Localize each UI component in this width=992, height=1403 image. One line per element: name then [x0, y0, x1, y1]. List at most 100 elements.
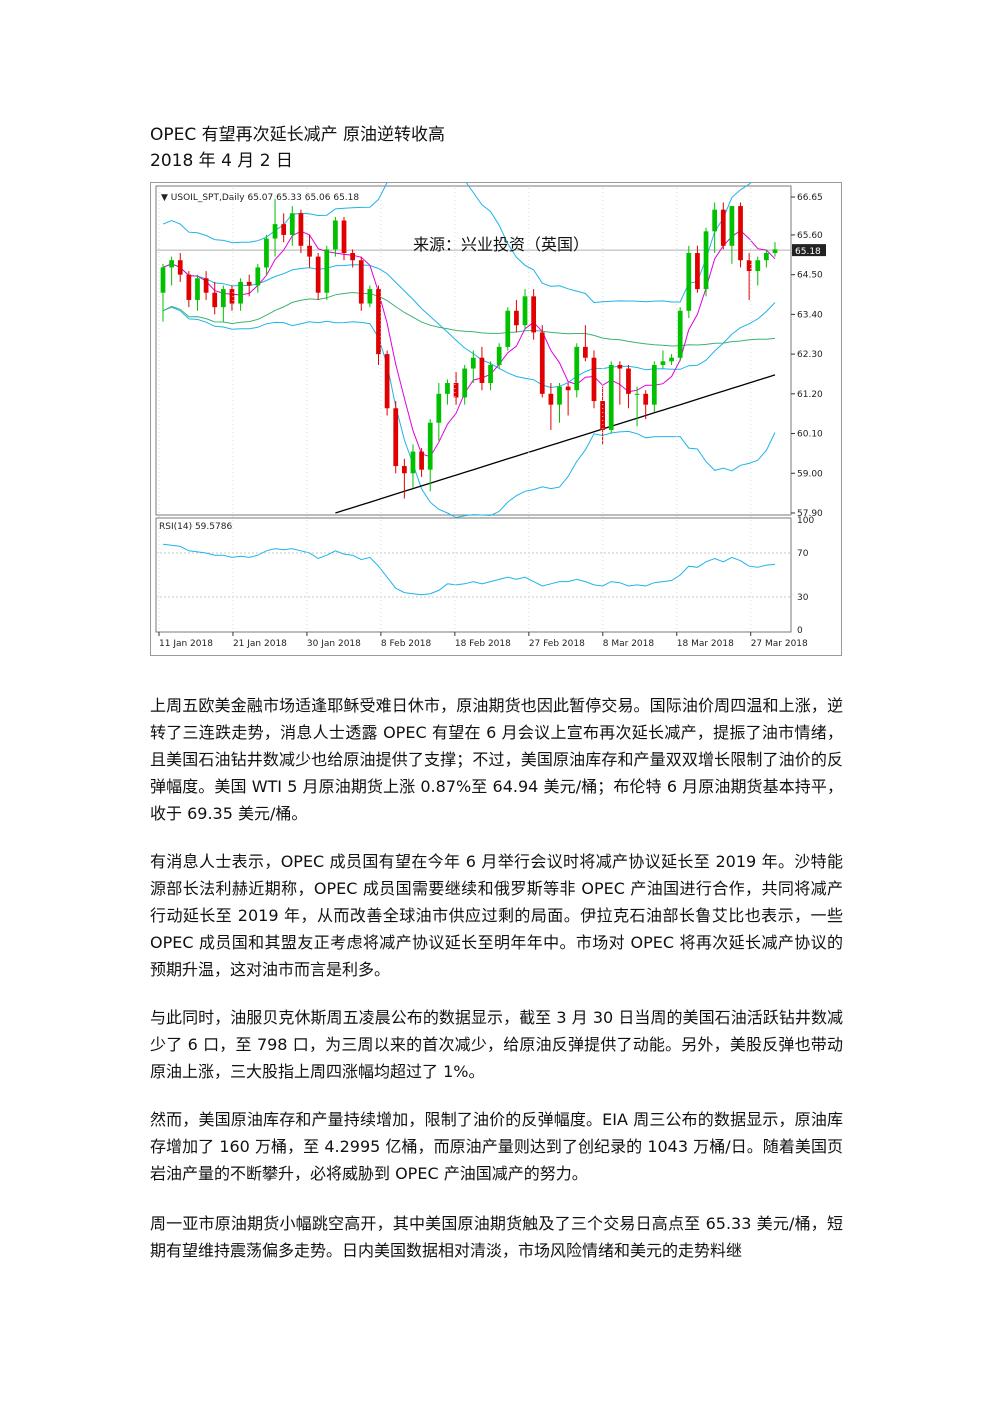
candle-down: [643, 393, 649, 405]
rsi-line: [162, 543, 776, 596]
chart-svg: 66.65 65.60 64.50 63.40 62.30 61.20 60.10 59.00…: [155, 183, 826, 649]
candle-down: [539, 332, 545, 394]
rsi-tick-label: 0: [797, 626, 803, 636]
candle-down: [393, 408, 399, 467]
paragraph-5: 周一亚市原油期货小幅跳空高开，其中美国原油期货触及了三个交易日高点至 65.33…: [150, 1214, 843, 1260]
candle-up: [220, 289, 226, 308]
chart-symbol-label: ▼ USOIL_SPT,Daily 65.07 65.33 65.06 65.1…: [161, 193, 359, 203]
candle-down: [746, 260, 752, 272]
price-tick-label: 66.65: [797, 193, 823, 203]
x-tick-label: 21 Jan 2018: [233, 639, 287, 649]
candle-down: [582, 346, 588, 358]
candle-down: [600, 401, 605, 430]
x-tick-label: 30 Jan 2018: [307, 639, 361, 649]
candle-down: [453, 383, 459, 398]
price-tick-label: 57.90: [797, 509, 823, 519]
candle-down: [341, 220, 347, 253]
candle-down: [246, 281, 252, 286]
candle-down: [298, 213, 304, 246]
price-tick-label: 64.50: [797, 271, 823, 281]
candle-up: [488, 364, 493, 383]
candle-up: [522, 296, 528, 326]
candle-up: [651, 364, 657, 405]
candle-down: [358, 260, 364, 304]
candle-up: [634, 393, 640, 395]
price-tick-label: 63.40: [797, 310, 823, 320]
candle-down: [531, 296, 537, 333]
candle-up: [272, 224, 278, 239]
candle-down: [626, 368, 631, 394]
candle-down: [738, 206, 743, 261]
candle-up: [755, 260, 761, 272]
candle-down: [203, 278, 209, 293]
rsi-pane-frame: [155, 517, 792, 633]
paragraph-4: 然而，美国原油库存和产量持续增加，限制了油价的反弹幅度。EIA 周三公布的数据显…: [150, 1110, 843, 1183]
candle-up: [660, 361, 666, 365]
candle-up: [169, 260, 174, 268]
candle-up: [264, 238, 269, 268]
x-tick-label: 11 Jan 2018: [159, 639, 213, 649]
chart-source-label: 来源：兴业投资（英国）: [413, 235, 589, 254]
candle-up: [367, 289, 373, 304]
candle-down: [376, 289, 381, 355]
candle-up: [729, 206, 735, 246]
candle-down: [548, 393, 554, 405]
candle-down: [177, 260, 183, 275]
candle-down: [720, 209, 726, 246]
x-tick-label: 8 Mar 2018: [603, 639, 655, 649]
article-title: OPEC 有望再次延长减产 原油逆转收高: [150, 125, 446, 145]
candle-down: [186, 274, 192, 300]
last-price-label: 65.18: [795, 247, 821, 257]
rsi-tick-label: 30: [797, 593, 809, 603]
ma-fast-line: [162, 229, 776, 458]
x-tick-label: 8 Feb 2018: [381, 639, 432, 649]
price-tick-label: 62.30: [797, 350, 823, 360]
price-tick-label: 59.00: [797, 469, 823, 479]
candle-down: [384, 354, 390, 409]
candle-up: [324, 249, 330, 293]
candle-up: [470, 357, 476, 369]
candle-up: [195, 278, 200, 300]
paragraph-1: 上周五欧美金融市场适逢耶稣受难日休市，原油期货也因此暂停交易。国际油价周四温和上…: [150, 696, 843, 823]
candle-up: [289, 213, 295, 235]
candle-down: [479, 357, 485, 383]
candle-up: [669, 357, 674, 362]
price-tick-label: 60.10: [797, 430, 823, 440]
candle-up: [505, 310, 511, 347]
last-price-box: [792, 244, 826, 257]
article-date: 2018 年 4 月 2 日: [150, 151, 293, 171]
candle-down: [229, 289, 235, 304]
candle-up: [410, 451, 416, 474]
candle-up: [764, 253, 769, 261]
candle-down: [212, 292, 218, 308]
candle-up: [255, 267, 261, 286]
candle-down: [419, 451, 424, 470]
candle-up: [686, 253, 692, 311]
price-tick-label: 65.60: [797, 231, 823, 241]
ma-long-line: [335, 374, 776, 514]
candle-down: [591, 357, 597, 402]
rsi-tick-label: 100: [797, 516, 814, 526]
x-tick-label: 27 Mar 2018: [751, 639, 808, 649]
candle-up: [333, 220, 338, 250]
x-tick-label: 18 Feb 2018: [455, 639, 511, 649]
candle-up: [608, 364, 614, 430]
paragraph-3: 与此同时，油服贝克休斯周五凌晨公布的数据显示，截至 3 月 30 日当周的美国石…: [150, 1008, 843, 1081]
candle-down: [401, 466, 407, 474]
candle-up: [772, 249, 778, 253]
candle-down: [695, 253, 700, 290]
candle-up: [703, 231, 709, 290]
bollinger-lower-line: [162, 306, 776, 519]
price-chart: 66.65 65.60 64.50 63.40 62.30 61.20 60.10 59.00…: [150, 182, 842, 656]
candle-up: [238, 281, 243, 304]
candle-up: [427, 422, 433, 470]
candle-down: [350, 253, 356, 261]
x-tick-label: 27 Feb 2018: [529, 639, 585, 649]
paragraph-2: 有消息人士表示，OPEC 成员国有望在今年 6 月举行会议时将减产协议延长至 2…: [150, 852, 843, 979]
candle-up: [436, 393, 442, 423]
candle-up: [160, 267, 166, 293]
candle-up: [677, 310, 683, 358]
ma-slow-line: [162, 291, 776, 347]
bollinger-upper-line: [162, 183, 752, 304]
candle-up: [445, 383, 450, 394]
